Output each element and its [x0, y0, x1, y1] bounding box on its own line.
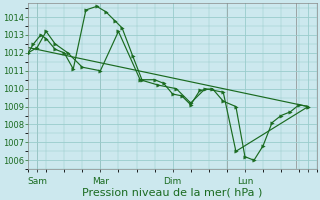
X-axis label: Pression niveau de la mer( hPa ): Pression niveau de la mer( hPa ) — [83, 187, 263, 197]
